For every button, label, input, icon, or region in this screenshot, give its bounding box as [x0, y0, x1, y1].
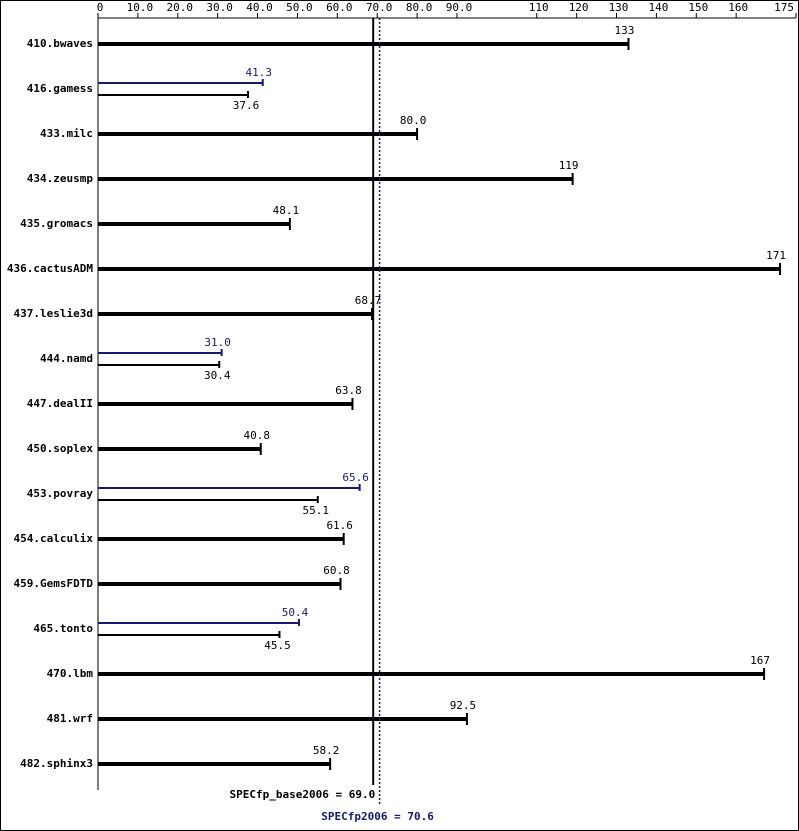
base-bar [98, 94, 248, 96]
value-label: 31.0 [204, 336, 231, 349]
base-bar [98, 499, 318, 501]
base-bar [98, 364, 220, 366]
category-label: 470.lbm [47, 667, 94, 680]
value-label: 65.6 [342, 471, 369, 484]
category-label: 434.zeusmp [27, 172, 94, 185]
x-tick-label: 110 [529, 1, 549, 14]
category-label: 436.cactusADM [7, 262, 93, 275]
bar [98, 672, 765, 676]
value-label: 55.1 [303, 504, 330, 517]
value-label: 45.5 [264, 639, 291, 652]
bar [98, 312, 373, 316]
bar [98, 267, 781, 271]
x-tick-label: 160 [728, 1, 748, 14]
x-tick-label: 70.0 [366, 1, 393, 14]
value-label: 167 [750, 654, 770, 667]
bar [98, 537, 344, 541]
bar [98, 42, 629, 46]
category-label: 410.bwaves [27, 37, 93, 50]
value-label: 60.8 [323, 564, 350, 577]
bar [98, 762, 331, 766]
base-bar [98, 634, 280, 636]
value-label: 40.8 [243, 429, 270, 442]
x-tick-label: 140 [648, 1, 668, 14]
bar [98, 177, 573, 181]
value-label: 61.6 [326, 519, 353, 532]
peak-bar [98, 622, 300, 624]
value-label: 30.4 [204, 369, 231, 382]
peak-bar [98, 352, 222, 354]
category-label: 433.milc [40, 127, 93, 140]
value-label: 41.3 [245, 66, 272, 79]
value-label: 68.7 [355, 294, 382, 307]
bar [98, 582, 341, 586]
x-tick-label: 80.0 [406, 1, 433, 14]
x-tick-label: 20.0 [167, 1, 194, 14]
x-tick-label: 90.0 [446, 1, 473, 14]
bar [98, 717, 467, 721]
x-tick-label: 120 [569, 1, 589, 14]
x-tick-label: 10.0 [127, 1, 154, 14]
peak-bar [98, 487, 360, 489]
category-label: 454.calculix [14, 532, 94, 545]
x-tick-label: 130 [609, 1, 629, 14]
category-label: 435.gromacs [20, 217, 93, 230]
reference-label: SPECfp2006 = 70.6 [321, 810, 434, 823]
x-tick-label: 150 [688, 1, 708, 14]
category-label: 450.soplex [27, 442, 94, 455]
category-label: 453.povray [27, 487, 94, 500]
value-label: 171 [766, 249, 786, 262]
x-tick-label: 30.0 [206, 1, 233, 14]
category-label: 444.namd [40, 352, 93, 365]
category-label: 481.wrf [47, 712, 93, 725]
x-tick-label: 60.0 [326, 1, 353, 14]
bar [98, 447, 261, 451]
value-label: 119 [559, 159, 579, 172]
value-label: 80.0 [400, 114, 427, 127]
value-label: 133 [615, 24, 635, 37]
value-label: 48.1 [273, 204, 300, 217]
x-tick-label: 50.0 [286, 1, 313, 14]
category-label: 437.leslie3d [14, 307, 93, 320]
category-label: 447.dealII [27, 397, 93, 410]
value-label: 58.2 [313, 744, 340, 757]
value-label: 37.6 [233, 99, 260, 112]
category-label: 482.sphinx3 [20, 757, 93, 770]
reference-label: SPECfp_base2006 = 69.0 [230, 788, 376, 801]
x-tick-label: 0 [97, 1, 104, 14]
value-label: 92.5 [450, 699, 477, 712]
peak-bar [98, 82, 263, 84]
x-tick-label: 40.0 [246, 1, 273, 14]
category-label: 459.GemsFDTD [14, 577, 94, 590]
category-label: 416.gamess [27, 82, 93, 95]
bar [98, 402, 353, 406]
value-label: 63.8 [335, 384, 362, 397]
x-tick-label: 175 [774, 1, 794, 14]
bar [98, 132, 418, 136]
category-label: 465.tonto [33, 622, 93, 635]
value-label: 50.4 [282, 606, 309, 619]
bar [98, 222, 290, 226]
